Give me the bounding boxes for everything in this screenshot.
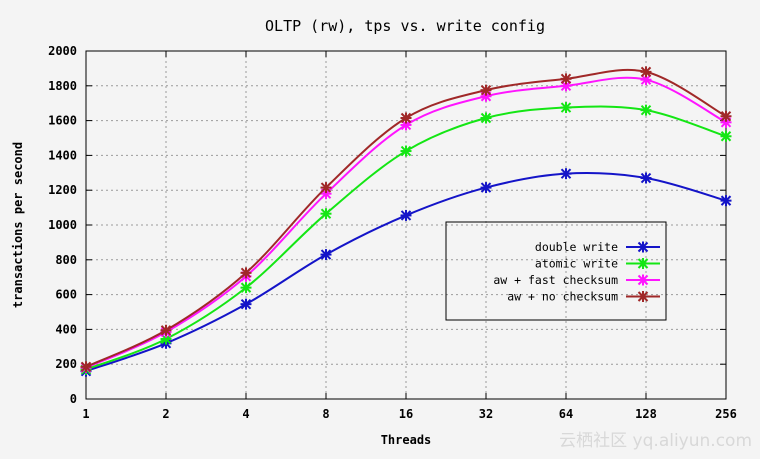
legend-box bbox=[445, 221, 667, 321]
legend: double write atomic write aw + fast checks… bbox=[445, 221, 667, 321]
x-tick-label: 16 bbox=[399, 407, 413, 421]
x-tick-label: 8 bbox=[322, 407, 329, 421]
data-point bbox=[480, 84, 492, 96]
x-tick-label: 1 bbox=[82, 407, 89, 421]
data-point bbox=[240, 282, 252, 294]
y-tick-label: 600 bbox=[55, 288, 77, 302]
legend-swatch-marker bbox=[637, 258, 649, 269]
data-point bbox=[400, 209, 412, 221]
data-point bbox=[320, 182, 332, 194]
axis-ticks: 0 200 400 600 800 1000 1200 1400 1600 1800 2000 1 2 4… bbox=[48, 44, 737, 421]
y-tick-label: 0 bbox=[70, 392, 77, 406]
y-tick-label: 200 bbox=[55, 357, 77, 371]
data-point bbox=[560, 168, 572, 180]
chart-title: OLTP (rw), tps vs. write config bbox=[265, 17, 545, 35]
legend-swatch-marker bbox=[637, 241, 649, 253]
grid bbox=[86, 51, 726, 399]
data-point bbox=[720, 110, 732, 122]
x-tick-label: 256 bbox=[715, 407, 737, 421]
y-axis-label: transactions per second bbox=[11, 142, 25, 308]
legend-swatch-marker bbox=[637, 274, 649, 286]
legend-label: atomic write bbox=[535, 257, 618, 271]
data-point bbox=[480, 112, 492, 124]
data-point bbox=[640, 104, 652, 116]
data-point bbox=[720, 195, 732, 207]
x-tick-label: 32 bbox=[479, 407, 493, 421]
y-tick-label: 1600 bbox=[48, 114, 77, 128]
data-point bbox=[480, 182, 492, 194]
legend-label: aw + no checksum bbox=[507, 290, 618, 304]
data-point bbox=[320, 249, 332, 261]
y-tick-label: 1800 bbox=[48, 79, 77, 93]
x-axis-label: Threads bbox=[381, 433, 432, 447]
y-tick-label: 800 bbox=[55, 253, 77, 267]
legend-swatch-marker bbox=[637, 291, 649, 302]
data-point bbox=[240, 298, 252, 310]
x-tick-label: 64 bbox=[559, 407, 573, 421]
x-tick-label: 128 bbox=[635, 407, 657, 421]
y-tick-label: 400 bbox=[55, 322, 77, 336]
data-point bbox=[80, 361, 92, 373]
data-point bbox=[320, 208, 332, 220]
x-tick-label: 4 bbox=[242, 407, 249, 421]
y-tick-label: 2000 bbox=[48, 44, 77, 58]
series-aw-no-checksum bbox=[80, 66, 732, 373]
data-point bbox=[400, 145, 412, 157]
data-point bbox=[160, 324, 172, 336]
data-point bbox=[240, 267, 252, 279]
y-tick-label: 1400 bbox=[48, 148, 77, 162]
data-point bbox=[400, 112, 412, 124]
data-point bbox=[560, 73, 572, 85]
y-tick-label: 1200 bbox=[48, 183, 77, 197]
data-point bbox=[640, 172, 652, 184]
series-group bbox=[80, 66, 732, 377]
y-tick-label: 1000 bbox=[48, 218, 77, 232]
x-tick-label: 2 bbox=[162, 407, 169, 421]
legend-label: double write bbox=[535, 240, 618, 254]
data-point bbox=[560, 102, 572, 114]
data-point bbox=[720, 130, 732, 142]
data-point bbox=[640, 66, 652, 78]
legend-label: aw + fast checksum bbox=[493, 273, 618, 287]
watermark-text: 云栖社区 yq.aliyun.com bbox=[559, 431, 752, 451]
series-atomic-write bbox=[80, 102, 732, 375]
